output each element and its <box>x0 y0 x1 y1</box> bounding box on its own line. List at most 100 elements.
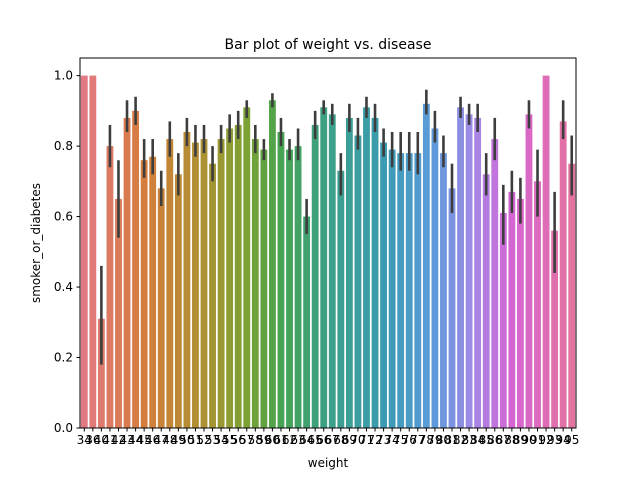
bar-68 <box>337 170 345 428</box>
y-tick-label-0.6: 0.6 <box>54 210 73 224</box>
bar-63 <box>294 146 302 428</box>
x-tick-label-92: 92 <box>538 433 553 447</box>
bar-91 <box>534 181 541 428</box>
x-tick-label-48: 48 <box>162 433 177 447</box>
bar-56 <box>234 124 242 428</box>
x-tick-label-84: 84 <box>470 433 485 447</box>
bar-78 <box>422 103 430 428</box>
y-tick-label-0.2: 0.2 <box>54 351 73 365</box>
bar-86 <box>491 139 499 429</box>
x-tick-label-68: 68 <box>333 433 348 447</box>
bar-50 <box>183 132 191 428</box>
x-tick-label-45: 45 <box>136 433 151 447</box>
x-tick-label-93: 93 <box>547 433 562 447</box>
x-tick-label-57: 57 <box>239 433 254 447</box>
x-tick-label-62: 62 <box>282 433 297 447</box>
error-bars-group <box>100 89 574 365</box>
y-tick-label-0.8: 0.8 <box>54 139 73 153</box>
x-tick-label-54: 54 <box>213 433 228 447</box>
bar-62 <box>286 149 293 428</box>
x-tick-label-85: 85 <box>479 433 494 447</box>
bar-48 <box>166 139 174 429</box>
bar-79 <box>431 128 439 429</box>
x-tick-label-41: 41 <box>102 433 117 447</box>
bars-group <box>80 75 576 429</box>
x-tick-label-83: 83 <box>461 433 476 447</box>
bar-49 <box>174 174 182 428</box>
x-tick-label-89: 89 <box>513 433 528 447</box>
bar-71 <box>363 107 370 428</box>
bar-36 <box>89 75 97 429</box>
y-axis-label: smoker_or_diabetes <box>29 183 43 303</box>
chart-title: Bar plot of weight vs. disease <box>225 37 432 53</box>
x-tick-label-71: 71 <box>359 433 374 447</box>
x-tick-label-44: 44 <box>128 433 143 447</box>
x-tick-label-34: 34 <box>77 433 92 447</box>
x-tick-label-51: 51 <box>188 433 203 447</box>
bar-82 <box>457 107 464 428</box>
y-tick-label-0.4: 0.4 <box>54 280 73 294</box>
bar-75 <box>397 153 405 428</box>
bar-80 <box>440 153 447 428</box>
bar-52 <box>200 139 208 429</box>
x-tick-label-47: 47 <box>154 433 169 447</box>
x-tick-label-69: 69 <box>342 433 357 447</box>
x-tick-label-67: 67 <box>325 433 340 447</box>
bar-66 <box>320 107 328 428</box>
x-tick-label-53: 53 <box>205 433 220 447</box>
x-tick-label-72: 72 <box>367 433 382 447</box>
bar-84 <box>474 117 482 429</box>
x-tick-label-42: 42 <box>111 433 126 447</box>
x-tick-label-52: 52 <box>196 433 211 447</box>
x-tick-label-46: 46 <box>145 433 160 447</box>
bar-92 <box>542 75 550 429</box>
x-tick-label-77: 77 <box>410 433 425 447</box>
x-tick-label-91: 91 <box>530 433 545 447</box>
x-tick-label-74: 74 <box>384 433 399 447</box>
x-tick-label-94: 94 <box>556 433 571 447</box>
x-tick-label-88: 88 <box>504 433 519 447</box>
bar-65 <box>311 124 319 428</box>
x-tick-label-78: 78 <box>419 433 434 447</box>
x-tick-label-55: 55 <box>222 433 237 447</box>
bar-95 <box>568 163 576 428</box>
x-tick-label-60: 60 <box>265 433 280 447</box>
bar-89 <box>516 198 524 428</box>
bar-83 <box>465 114 473 428</box>
bar-69 <box>345 117 353 429</box>
x-tick-label-79: 79 <box>427 433 442 447</box>
x-tick-label-58: 58 <box>248 433 263 447</box>
bar-55 <box>226 128 234 429</box>
bar-54 <box>217 139 225 429</box>
bar-76 <box>405 153 413 428</box>
bar-73 <box>380 142 388 428</box>
x-tick-label-75: 75 <box>393 433 408 447</box>
x-tick-label-49: 49 <box>171 433 186 447</box>
bar-45 <box>140 160 148 428</box>
y-tick-label-1.0: 1.0 <box>54 69 73 83</box>
plot-frame <box>79 57 577 429</box>
x-tick-label-56: 56 <box>231 433 246 447</box>
bar-53 <box>209 163 216 428</box>
bar-41 <box>106 146 114 428</box>
x-tick-label-61: 61 <box>273 433 288 447</box>
bar-87 <box>499 213 507 428</box>
bar-70 <box>354 135 362 428</box>
x-tick-label-36: 36 <box>85 433 100 447</box>
bar-67 <box>328 114 336 428</box>
x-tick-label-43: 43 <box>119 433 134 447</box>
x-axis: 3436404142434445464748495051525354555657… <box>77 428 579 447</box>
x-tick-label-59: 59 <box>256 433 271 447</box>
x-axis-label: weight <box>308 456 349 470</box>
x-tick-label-86: 86 <box>487 433 502 447</box>
bar-77 <box>414 153 422 428</box>
x-tick-label-82: 82 <box>453 433 468 447</box>
x-tick-label-95: 95 <box>564 433 579 447</box>
bar-90 <box>525 114 533 428</box>
x-tick-label-76: 76 <box>402 433 417 447</box>
bar-74 <box>388 149 396 428</box>
bar-59 <box>260 149 268 428</box>
bar-64 <box>303 216 311 428</box>
